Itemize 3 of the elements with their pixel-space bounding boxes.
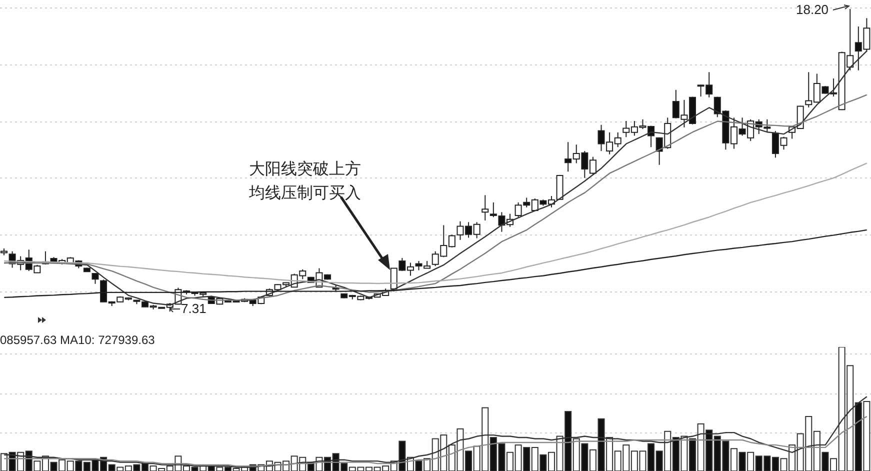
annotation: 18.20 — [796, 2, 829, 16]
annotation: 7.31 — [181, 301, 206, 316]
annotation: 085957.63 MA10: 727939.63 — [0, 332, 155, 349]
